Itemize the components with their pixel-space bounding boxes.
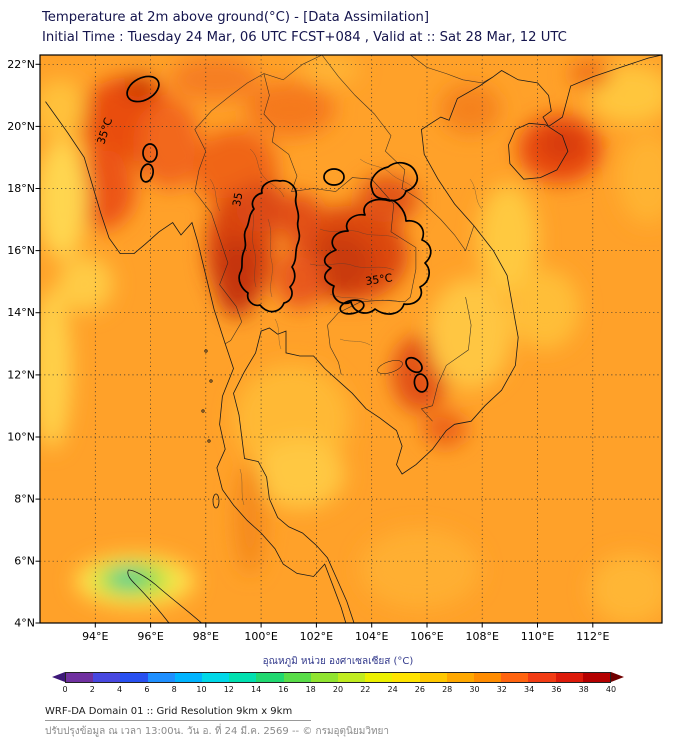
colorbar-segment xyxy=(365,672,393,682)
x-axis-label: 104°E xyxy=(355,630,388,643)
colorbar-segment xyxy=(256,672,284,682)
colorbar-segment xyxy=(283,672,311,682)
header: Temperature at 2m above ground(°C) - [Da… xyxy=(0,0,676,49)
colorbar-tick-label: 24 xyxy=(387,684,398,694)
colorbar-segment xyxy=(528,672,556,682)
colorbar-tick-label: 40 xyxy=(605,684,617,694)
contour-label-northeast: 35°C xyxy=(365,271,394,288)
y-axis-label: 16°N xyxy=(7,244,35,257)
colorbar-tick-label: 8 xyxy=(171,684,177,694)
colorbar-tick-label: 28 xyxy=(442,684,453,694)
y-axis-label: 22°N xyxy=(7,58,35,71)
colorbar-tick-label: 20 xyxy=(332,684,344,694)
colorbar-tick-label: 16 xyxy=(278,684,289,694)
colorbar-tick-label: 38 xyxy=(578,684,589,694)
coastlines xyxy=(45,54,662,623)
axis-ticks xyxy=(35,63,594,628)
x-axis-label: 98°E xyxy=(193,630,219,643)
x-axis-label: 106°E xyxy=(410,630,443,643)
colorbar-tick-label: 4 xyxy=(117,684,123,694)
footer: WRF-DA Domain 01 :: Grid Resolution 9km … xyxy=(45,706,676,739)
colorbar-tick-label: 30 xyxy=(469,684,480,694)
colorbar-segment xyxy=(93,672,121,682)
colorbar-tick-label: 18 xyxy=(305,684,316,694)
colorbar-segment xyxy=(310,672,339,682)
colorbar: 0 2 4 6 8 10 12 14 16 18 20 22 24 26 28 30 32 34 36 38 40 xyxy=(52,671,624,698)
map-subtitle: Initial Time : Tuesday 24 Mar, 06 UTC FC… xyxy=(42,30,567,46)
y-axis-label: 20°N xyxy=(7,120,35,133)
colorbar-label: อุณหภูมิ หน่วย องศาเซลเซียส (°C) xyxy=(262,655,414,667)
plot-frame xyxy=(39,54,663,624)
graticule-grid xyxy=(40,54,662,623)
colorbar-tick-label: 26 xyxy=(414,684,425,694)
colorbar-segment xyxy=(338,672,366,682)
colorbar-segment xyxy=(501,672,529,682)
colorbar-segment xyxy=(582,672,611,682)
x-axis-label: 102°E xyxy=(300,630,333,643)
y-axis-label: 14°N xyxy=(7,306,35,319)
colorbar-segments xyxy=(65,671,611,683)
colorbar-tick-label: 2 xyxy=(89,684,95,694)
colorbar-segment xyxy=(174,672,203,682)
colorbar-ticks: 0 2 4 6 8 10 12 14 16 18 20 22 24 26 28 30 32 34 36 38 40 xyxy=(62,684,616,697)
colorbar-segment xyxy=(474,672,502,682)
colorbar-tick-label: 34 xyxy=(524,684,535,694)
x-axis-label: 96°E xyxy=(137,630,163,643)
colorbar-tick-label: 12 xyxy=(223,684,234,694)
colorbar-segment xyxy=(120,672,148,682)
colorbar-tick-label: 22 xyxy=(360,684,371,694)
y-axis-label: 8°N xyxy=(14,493,35,506)
colorbar-tick-label: 32 xyxy=(496,684,507,694)
colorbar-tick-label: 0 xyxy=(62,684,68,694)
colorbar-segment xyxy=(446,672,475,682)
footer-domain-info: WRF-DA Domain 01 :: Grid Resolution 9km … xyxy=(45,706,311,721)
contour-35c xyxy=(126,75,432,393)
colorbar-tick-label: 36 xyxy=(551,684,562,694)
colorbar-segment xyxy=(392,672,420,682)
colorbar-arrow-right xyxy=(611,671,624,682)
colorbar-tick-label: 10 xyxy=(196,684,207,694)
colorbar-segment xyxy=(229,672,257,682)
colorbar-segment xyxy=(555,672,583,682)
x-axis-label: 112°E xyxy=(576,630,609,643)
colorbar-arrow-left xyxy=(52,671,65,682)
y-axis-label: 10°N xyxy=(7,430,35,443)
colorbar-tick-label: 14 xyxy=(251,684,262,694)
colorbar-segment xyxy=(202,672,230,682)
x-axis-label: 108°E xyxy=(465,630,498,643)
temperature-map: 35°C 35 35°C 22°N 20°N 18°N 16°N 14°N 12… xyxy=(7,54,663,643)
colorbar-block: อุณหภูมิ หน่วย องศาเซลเซียส (°C) 0 2 4 6 8 10… xyxy=(0,654,676,698)
map-title: Temperature at 2m above ground(°C) - [Da… xyxy=(42,10,430,25)
colorbar-segment xyxy=(66,672,94,682)
footer-update-info: ปรับปรุงข้อมูล ณ เวลา 13:00น. วัน อ. ที่… xyxy=(45,725,390,737)
y-axis-labels: 22°N 20°N 18°N 16°N 14°N 12°N 10°N 8°N 6… xyxy=(7,58,35,630)
province-boundaries xyxy=(209,148,483,505)
y-axis-label: 6°N xyxy=(14,555,35,568)
x-axis-label: 110°E xyxy=(521,630,554,643)
y-axis-label: 12°N xyxy=(7,368,35,381)
contour-label-central: 35 xyxy=(230,191,245,207)
colorbar-segment xyxy=(419,672,447,682)
x-axis-label: 94°E xyxy=(82,630,108,643)
x-axis-label: 100°E xyxy=(244,630,277,643)
y-axis-label: 18°N xyxy=(7,182,35,195)
y-axis-label: 4°N xyxy=(14,616,35,629)
x-axis-labels: 94°E 96°E 98°E 100°E 102°E 104°E 106°E 1… xyxy=(82,630,609,643)
colorbar-tick-label: 6 xyxy=(144,684,150,694)
colorbar-segment xyxy=(147,672,175,682)
